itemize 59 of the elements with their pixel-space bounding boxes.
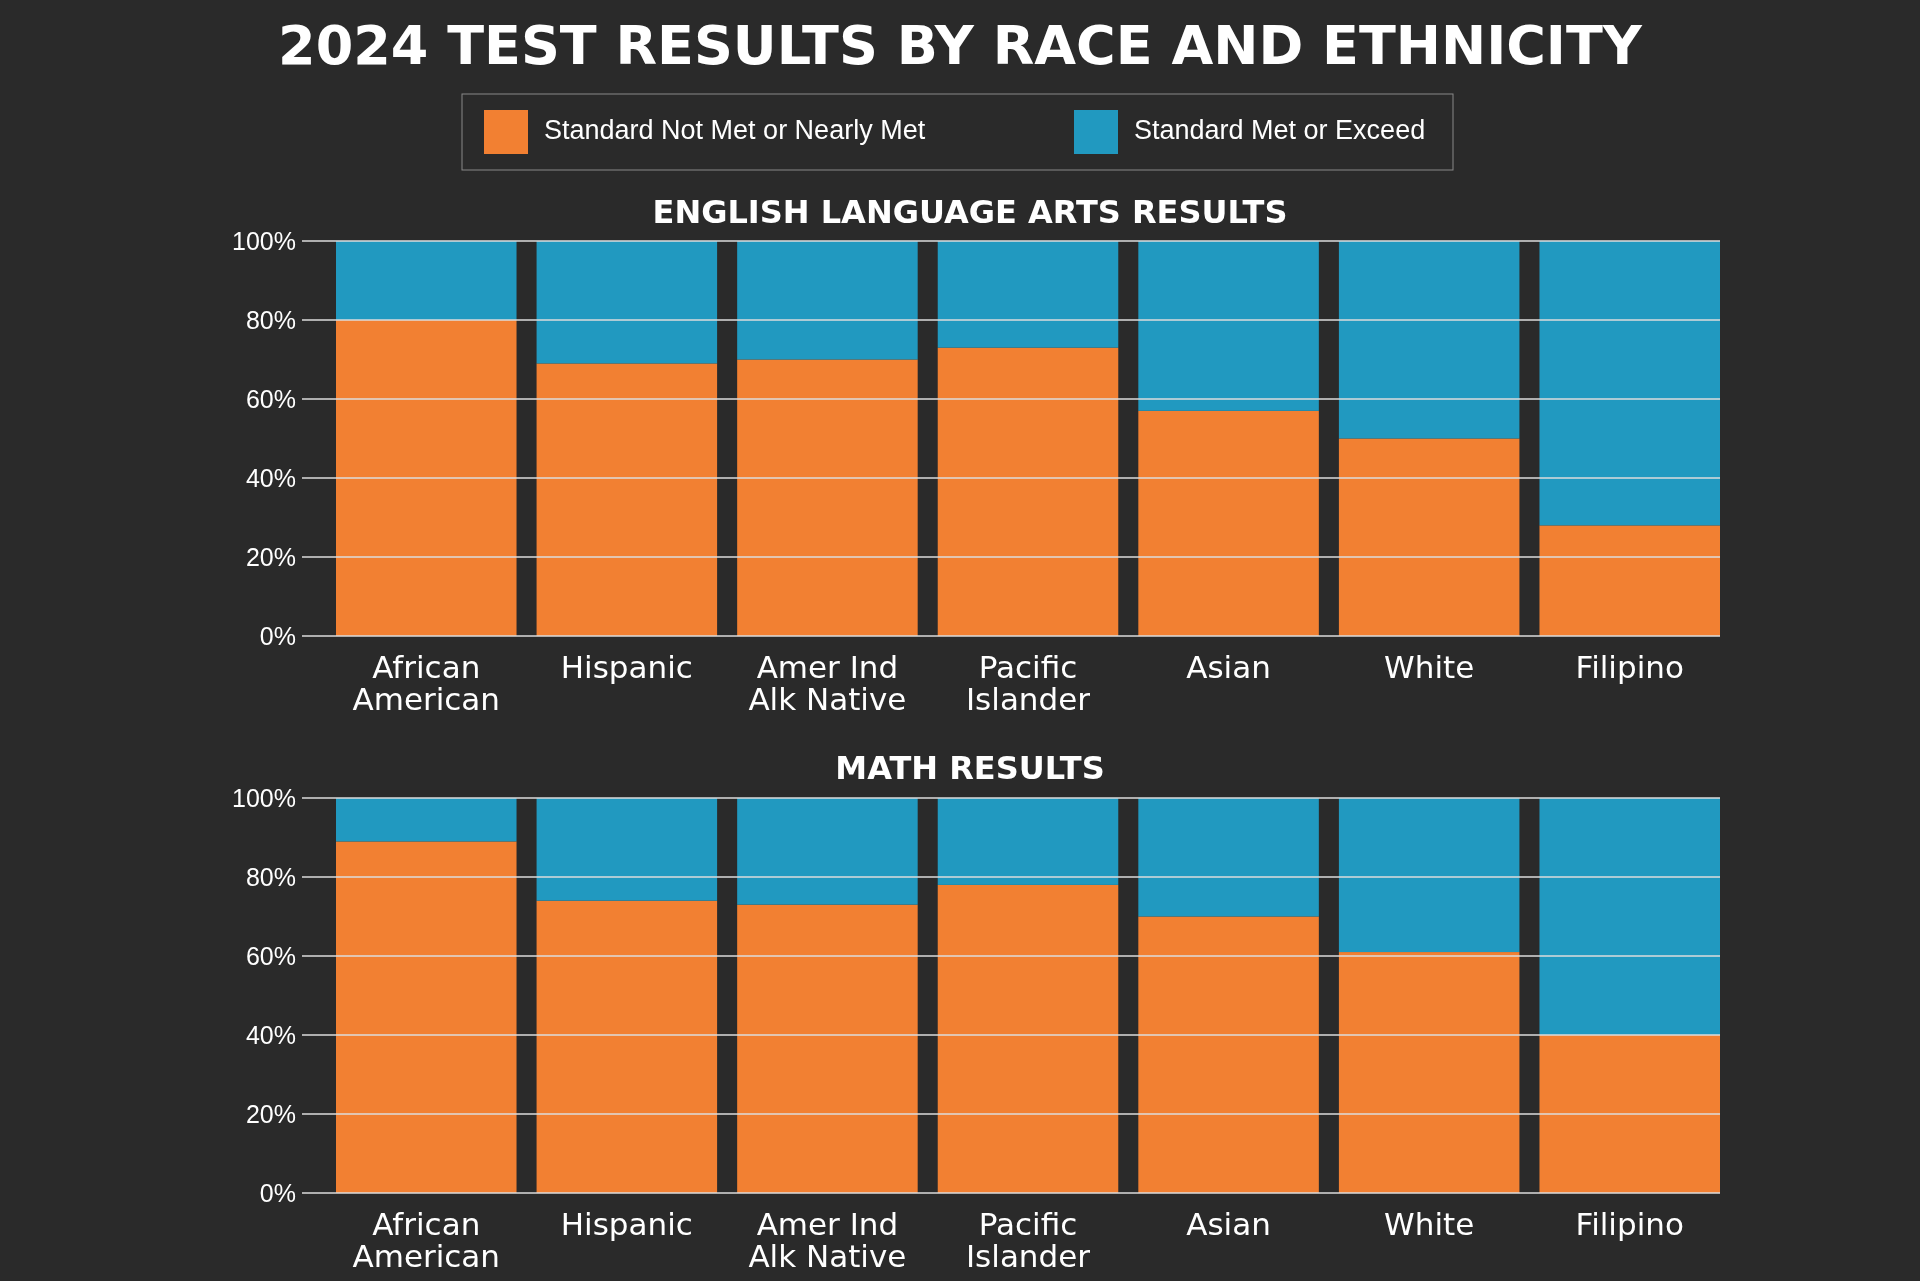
chart-subtitle: ENGLISH LANGUAGE ARTS RESULTS bbox=[652, 193, 1288, 231]
x-tick-label: Amer Ind Alk Native bbox=[748, 1206, 907, 1274]
bar bbox=[737, 241, 918, 360]
x-tick-label: White bbox=[1384, 1206, 1475, 1242]
y-tick-label: 100% bbox=[232, 783, 296, 812]
y-tick-label: 60% bbox=[245, 941, 296, 970]
bar bbox=[1338, 241, 1520, 439]
y-tick-label: 0% bbox=[259, 1178, 296, 1207]
bar bbox=[336, 841, 517, 1193]
bar bbox=[937, 884, 1119, 1193]
chart-title: 2024 TEST RESULTS BY RACE AND ETHNICITY bbox=[278, 13, 1643, 77]
bar bbox=[536, 798, 718, 901]
bar bbox=[1138, 241, 1319, 411]
y-tick-label: 100% bbox=[232, 226, 296, 255]
bar bbox=[937, 241, 1119, 348]
bar bbox=[336, 241, 517, 320]
x-tick-label: Pacific Islander bbox=[965, 649, 1091, 717]
bar bbox=[536, 900, 718, 1193]
bar bbox=[1138, 410, 1319, 636]
bar bbox=[1539, 1035, 1720, 1193]
y-tick-label: 20% bbox=[245, 542, 296, 571]
bar bbox=[336, 320, 517, 636]
bar bbox=[1338, 798, 1520, 953]
legend-label: Standard Met or Exceed bbox=[1134, 115, 1426, 146]
y-tick-label: 80% bbox=[245, 305, 296, 334]
bar bbox=[737, 359, 918, 636]
y-tick-label: 0% bbox=[259, 621, 296, 650]
x-tick-label: Pacific Islander bbox=[965, 1206, 1091, 1274]
bar bbox=[336, 798, 517, 842]
x-tick-label: Amer Ind Alk Native bbox=[748, 649, 907, 717]
x-tick-label: Hispanic bbox=[560, 649, 693, 685]
bar bbox=[1539, 798, 1720, 1035]
bar bbox=[1539, 525, 1720, 636]
y-tick-label: 60% bbox=[245, 384, 296, 413]
bar bbox=[536, 241, 718, 364]
legend-label: Standard Not Met or Nearly Met bbox=[544, 115, 926, 146]
y-tick-label: 40% bbox=[245, 463, 296, 492]
bar bbox=[937, 798, 1119, 885]
x-tick-label: African American bbox=[352, 649, 501, 717]
x-tick-label: African American bbox=[352, 1206, 501, 1274]
y-tick-label: 80% bbox=[245, 862, 296, 891]
bar bbox=[1539, 241, 1720, 526]
chart-title: MATH RESULTS bbox=[835, 749, 1105, 787]
x-tick-label: White bbox=[1384, 649, 1475, 685]
bar bbox=[1138, 916, 1319, 1193]
bar bbox=[737, 798, 918, 905]
y-tick-label: 40% bbox=[245, 1020, 296, 1049]
bar bbox=[1338, 438, 1520, 636]
y-tick-label: 20% bbox=[245, 1099, 296, 1128]
x-tick-label: Hispanic bbox=[560, 1206, 693, 1242]
x-tick-label: Filipino bbox=[1575, 1206, 1684, 1242]
bar bbox=[737, 904, 918, 1193]
bar bbox=[1138, 798, 1319, 917]
bar bbox=[1338, 952, 1520, 1193]
bar bbox=[937, 347, 1119, 636]
x-tick-label: Asian bbox=[1186, 1206, 1271, 1242]
bar bbox=[536, 363, 718, 636]
x-tick-label: Asian bbox=[1186, 649, 1271, 685]
x-tick-label: Filipino bbox=[1575, 649, 1684, 685]
